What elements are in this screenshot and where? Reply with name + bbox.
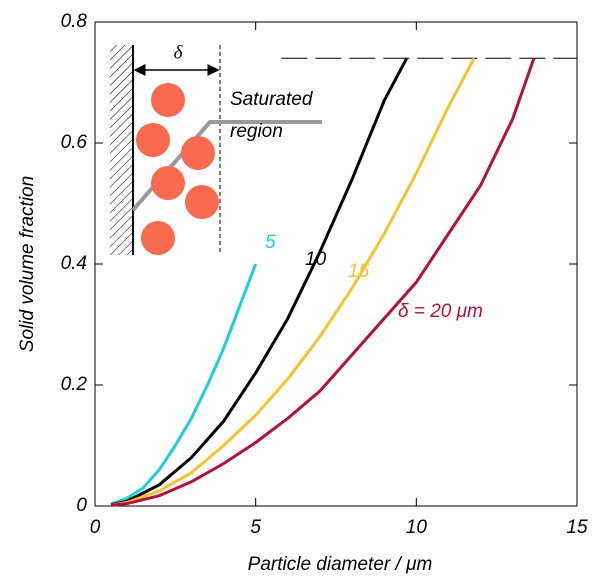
- y-axis-label: Solid volume fraction: [17, 176, 38, 352]
- particles: [136, 83, 219, 255]
- delta-label: δ: [174, 42, 184, 63]
- x-axis-label: Particle diameter / μm: [248, 554, 433, 575]
- y-tick-label: 0.2: [61, 374, 88, 395]
- curve-label: 10: [305, 249, 327, 270]
- inset-label: region: [230, 121, 283, 142]
- y-tick-label: 0.8: [61, 11, 88, 32]
- curve: [110, 57, 536, 507]
- curve-label: 5: [265, 232, 276, 253]
- x-tick-label: 10: [406, 517, 428, 538]
- x-tick-label: 15: [566, 517, 588, 538]
- curve: [110, 263, 258, 506]
- curve: [110, 57, 409, 507]
- x-tick-label: 5: [250, 517, 261, 538]
- y-tick-label: 0.6: [61, 132, 88, 153]
- wall-hatch: [110, 45, 133, 255]
- inset-label: Saturated: [230, 89, 314, 110]
- y-tick-label: 0: [76, 495, 87, 516]
- y-tick-label: 0.4: [61, 253, 87, 274]
- x-tick-label: 0: [90, 517, 101, 538]
- inset-schematic: δ Saturated region: [110, 42, 322, 255]
- curve: [110, 57, 476, 507]
- curve-label: δ = 20 μm: [398, 301, 483, 322]
- curve-label: 15: [348, 261, 370, 282]
